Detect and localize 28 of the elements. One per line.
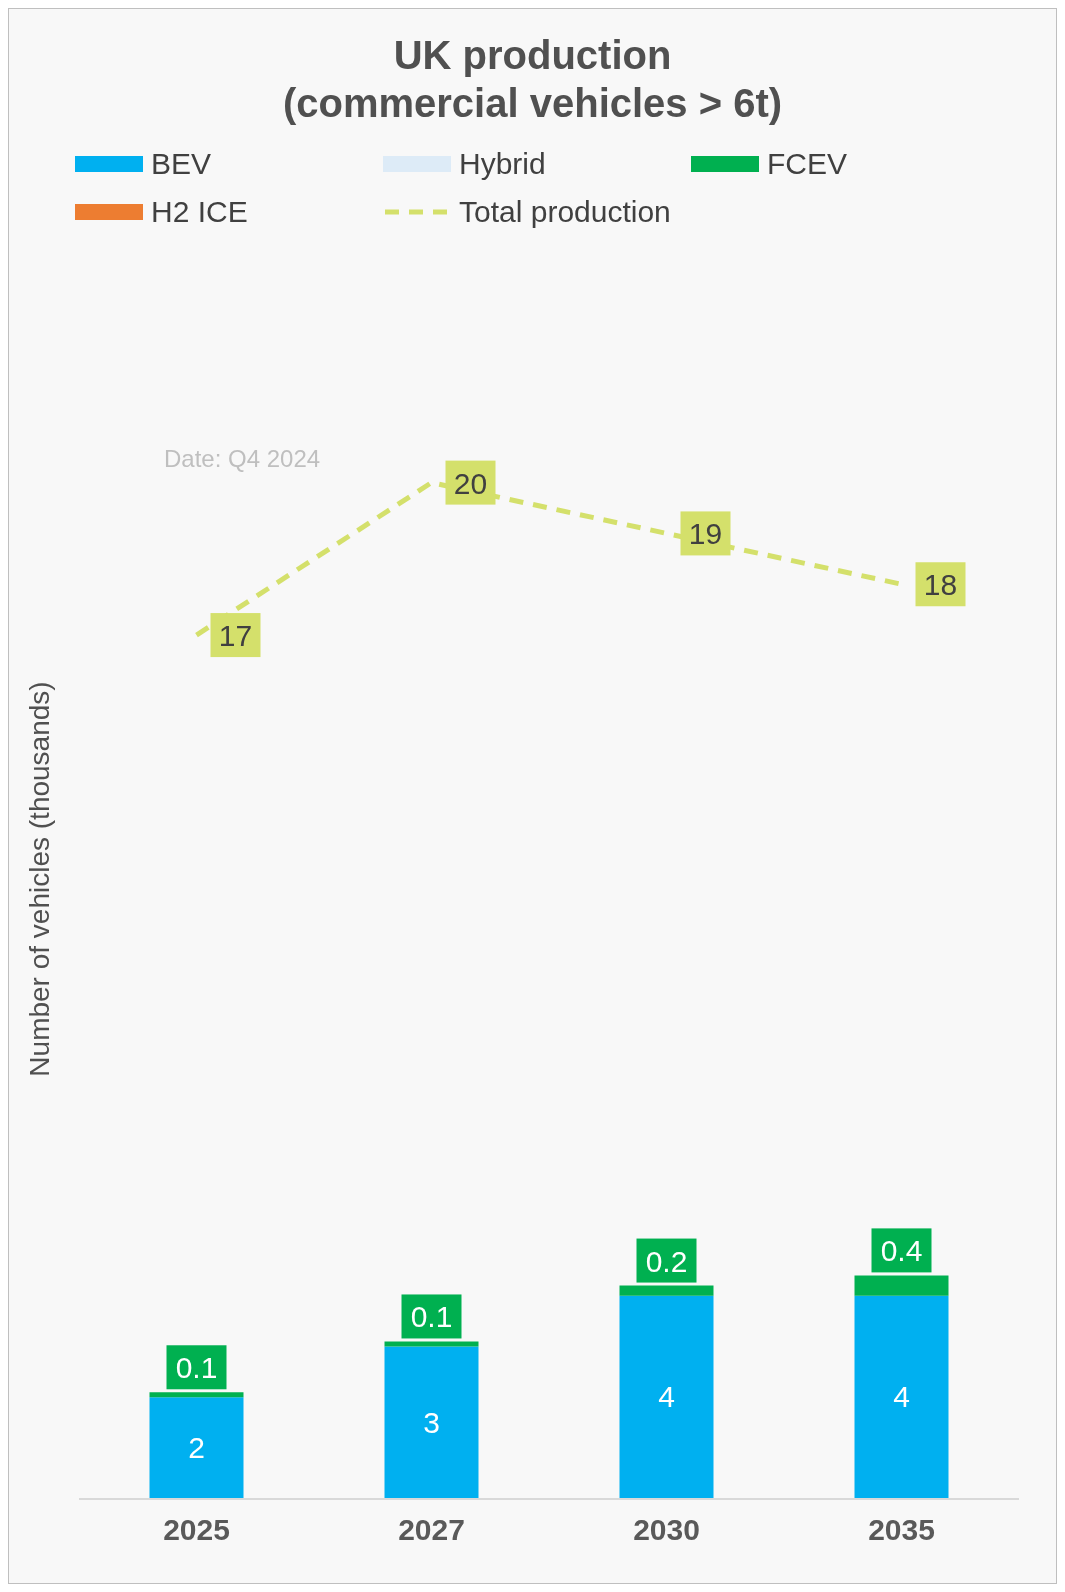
data-label: 20: [453, 466, 488, 500]
annotation: Date: Q4 2024: [164, 445, 321, 473]
x-tick-label: 2035: [868, 1513, 935, 1547]
data-label: 0.2: [645, 1244, 688, 1278]
bar: [854, 1295, 949, 1499]
data-label: 0.4: [880, 1234, 923, 1268]
data-label: 4: [893, 1380, 910, 1414]
bar: [384, 1346, 479, 1499]
data-label: 0.1: [410, 1300, 453, 1334]
data-label: 17: [218, 619, 253, 653]
bar: [149, 1397, 244, 1499]
data-label: 3: [423, 1405, 440, 1439]
legend-label: FCEV: [767, 147, 848, 181]
data-label: 4: [658, 1380, 675, 1414]
legend-label: BEV: [151, 147, 212, 181]
legend-label: Hybrid: [459, 147, 546, 181]
x-tick-label: 2030: [633, 1513, 700, 1547]
y-axis-title: Number of vehicles (thousands): [23, 681, 55, 1077]
data-label: 18: [923, 568, 958, 602]
bar: [619, 1295, 714, 1499]
data-label: 0.1: [175, 1351, 218, 1385]
data-label: 19: [688, 517, 723, 551]
x-tick-label: 2025: [163, 1513, 230, 1547]
x-tick-label: 2027: [398, 1513, 465, 1547]
chart-title: UK production (commercial vehicles > 6t): [281, 32, 784, 127]
legend-label: Total production: [459, 195, 671, 229]
legend-label: H2 ICE: [151, 195, 248, 229]
data-label: 2: [188, 1431, 205, 1465]
